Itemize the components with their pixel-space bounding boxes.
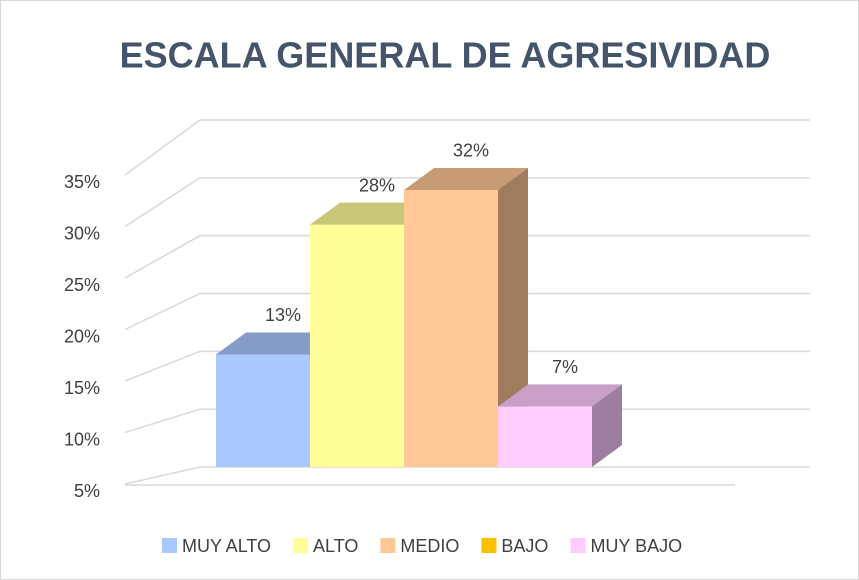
grid-line: [124, 292, 810, 331]
bar: [216, 354, 310, 467]
data-label: 7%: [552, 357, 578, 377]
y-tick-label: 30%: [64, 223, 100, 243]
legend-label: MUY BAJO: [590, 536, 682, 556]
bar: [498, 406, 592, 467]
y-tick-label: 35%: [64, 172, 100, 192]
bar-top: [404, 167, 528, 190]
legend-swatch: [380, 538, 396, 553]
bar-side: [592, 384, 622, 467]
grid-line: [124, 466, 810, 485]
y-tick-label: 15%: [64, 378, 100, 398]
legend-label: BAJO: [501, 536, 548, 556]
y-tick-label: 20%: [64, 326, 100, 346]
legend-label: MUY ALTO: [182, 536, 271, 556]
bar-top: [498, 384, 622, 407]
bar: [310, 224, 404, 467]
legend-label: MEDIO: [400, 536, 459, 556]
legend-swatch: [481, 538, 497, 553]
grid-line: [124, 234, 810, 279]
bar-top: [310, 202, 434, 225]
data-label: 13%: [265, 305, 301, 325]
legend-swatch: [293, 538, 309, 553]
y-tick-label: 10%: [64, 429, 100, 449]
legend-swatch: [570, 538, 586, 553]
data-label: 32%: [453, 141, 489, 161]
chart-title: ESCALA GENERAL DE AGRESIVIDAD: [120, 35, 771, 76]
grid-line: [124, 350, 810, 382]
bar-top: [216, 332, 340, 355]
bar: [404, 189, 498, 467]
grid-line: [124, 119, 810, 176]
legend-swatch: [162, 538, 177, 553]
y-tick-label: 25%: [64, 275, 100, 295]
y-tick-label: 5%: [74, 481, 100, 501]
grid-line: [124, 177, 810, 228]
data-label: 28%: [359, 175, 395, 195]
legend-label: ALTO: [313, 536, 358, 556]
